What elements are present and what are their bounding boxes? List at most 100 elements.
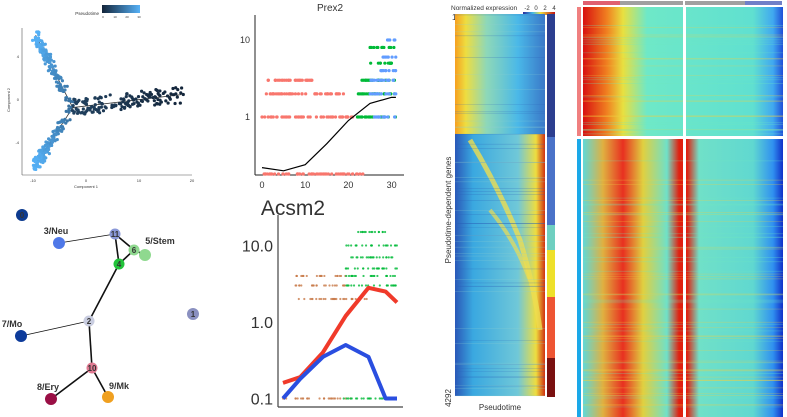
expression-point (271, 92, 275, 96)
expression-point (331, 297, 335, 301)
cell-point (175, 95, 179, 99)
expression-point (358, 115, 362, 119)
expression-point (263, 115, 267, 119)
cell-point (51, 137, 55, 141)
cluster-bar-segment (547, 297, 555, 358)
expression-point (276, 92, 280, 96)
expression-point (336, 397, 339, 400)
node-1 (187, 308, 199, 320)
cell-point (40, 160, 44, 164)
expression-point (340, 115, 344, 119)
expression-point (301, 274, 304, 278)
expression-point (293, 78, 297, 82)
expression-point (302, 397, 305, 400)
expression-point (293, 92, 298, 96)
cell-point (43, 143, 47, 148)
cell-point (152, 99, 156, 103)
expression-point (371, 267, 374, 270)
expression-point (378, 397, 381, 400)
expression-point (324, 172, 328, 176)
cell-point (53, 64, 57, 68)
expression-point (387, 69, 391, 73)
expression-point (297, 297, 300, 301)
pseudotime-heatmap: Normalized expression -2 0 2 4 1 4292 Pseudotim… (444, 5, 556, 412)
cell-point (88, 106, 93, 110)
expression-point (351, 274, 354, 278)
graph-edge (20, 320, 90, 337)
expression-point (369, 61, 373, 65)
node-11 (109, 228, 121, 240)
cell-point (49, 58, 53, 62)
expression-point (350, 297, 353, 301)
trajectory-plot: -10 0 10 20 4 0 -4 Component 1 Component 2 Pseudo… (6, 5, 195, 189)
column-annotation (685, 1, 745, 5)
expression-point (380, 69, 384, 73)
cell-point (121, 100, 125, 104)
expression-point (375, 45, 379, 50)
cell-point (84, 110, 88, 114)
expression-point (371, 256, 374, 259)
expression-point (341, 92, 346, 96)
cell-point (141, 95, 145, 99)
expression-point (352, 284, 356, 287)
cell-point (178, 101, 182, 105)
row-label-first: 1 (452, 13, 457, 22)
cell-point (37, 165, 41, 169)
expression-point (391, 69, 395, 73)
cell-point (119, 102, 123, 106)
cell-point (142, 91, 146, 95)
cell-point (68, 118, 72, 122)
expression-point (360, 397, 363, 400)
expression-point (362, 267, 365, 270)
cell-point (85, 99, 89, 103)
expression-wave (467, 138, 543, 331)
expression-point (367, 256, 370, 259)
legend-title: Pseudotime (75, 11, 99, 16)
y-tick-label: 10 (240, 35, 250, 45)
cluster-bar-segment (547, 137, 555, 225)
cell-point (63, 84, 67, 88)
cell-point (153, 103, 157, 107)
scale-tick: 4 (552, 6, 556, 12)
cell-point (36, 30, 40, 34)
cell-point (84, 102, 89, 106)
expression-point (314, 172, 319, 176)
node-label: 4 (117, 260, 122, 269)
expression-point (331, 284, 334, 287)
expression-point (370, 244, 373, 247)
cell-point (174, 92, 178, 96)
cell-point (114, 103, 118, 107)
expression-point (387, 78, 391, 82)
expression-point (342, 397, 345, 400)
expression-point (368, 92, 372, 96)
expression-point (390, 55, 394, 59)
expression-point (361, 244, 364, 247)
x-tick-label: 10 (300, 180, 310, 190)
expression-point (266, 78, 270, 82)
cell-point (104, 106, 108, 110)
node-6 (128, 244, 140, 256)
expression-point (378, 284, 381, 287)
cell-point (67, 104, 71, 108)
expression-point (386, 284, 390, 287)
expression-point (287, 92, 291, 96)
expression-point (299, 115, 303, 119)
node-4 (113, 258, 125, 270)
expression-point (294, 397, 297, 400)
node-label: 0 (20, 211, 25, 220)
expression-point (307, 172, 311, 176)
expression-point (391, 256, 394, 259)
cell-point (110, 103, 114, 107)
cell-point (101, 109, 106, 113)
graph-edge (88, 263, 120, 322)
cell-point (155, 88, 159, 93)
cell-point (41, 48, 45, 53)
expression-point (393, 274, 397, 278)
expression-point (381, 45, 385, 50)
expression-point (383, 115, 387, 119)
expression-point (386, 92, 390, 96)
cell-point (33, 163, 38, 167)
cell-point (124, 94, 128, 99)
expression-point (375, 78, 379, 82)
